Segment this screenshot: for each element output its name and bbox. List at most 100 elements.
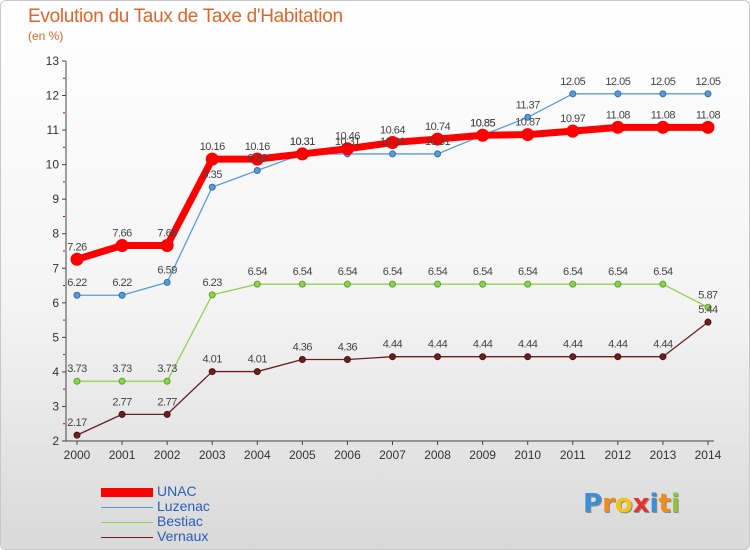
value-label-unac: 10.85 <box>470 117 495 129</box>
legend-swatch <box>101 522 153 523</box>
value-label-unac: 7.66 <box>112 227 132 239</box>
legend-label: Bestiac <box>157 513 203 529</box>
value-label-luzenac: 10.31 <box>380 136 405 148</box>
x-tick-label: 2008 <box>424 448 451 462</box>
value-label-vernaux: 4.44 <box>473 339 493 351</box>
data-point-vernaux <box>614 353 622 361</box>
data-point-luzenac <box>704 90 712 98</box>
data-point-vernaux <box>704 318 712 326</box>
data-point-bestiac <box>73 377 81 385</box>
value-label-luzenac: 10.31 <box>335 136 360 148</box>
y-tick-label: 8 <box>52 227 59 241</box>
legend-label: Vernaux <box>157 528 209 544</box>
data-point-unac <box>521 128 535 142</box>
y-tick-label: 2 <box>52 434 59 448</box>
value-label-vernaux: 4.01 <box>248 354 268 366</box>
value-label-unac: 7.26 <box>67 241 87 253</box>
data-point-unac <box>431 132 445 146</box>
value-label-bestiac: 6.54 <box>428 266 448 278</box>
data-point-luzenac <box>614 90 622 98</box>
x-tick-label: 2013 <box>650 448 677 462</box>
value-label-bestiac: 6.54 <box>653 266 673 278</box>
logo-letter: r <box>602 489 615 519</box>
value-label-luzenac: 12.05 <box>605 76 630 88</box>
value-label-bestiac: 6.54 <box>248 266 268 278</box>
axes: 2 3 4 5 6 7 8 9 10 11 12 13 2000 2001 2002 2003 2004 2005… <box>46 54 722 462</box>
value-label-unac: 10.16 <box>200 141 225 153</box>
data-point-bestiac <box>298 280 306 288</box>
value-label-unac: 11.08 <box>651 109 676 121</box>
value-label-bestiac: 6.54 <box>563 266 583 278</box>
data-point-bestiac <box>614 280 622 288</box>
y-tick-label: 10 <box>46 158 60 172</box>
logo-letter: i <box>649 489 659 519</box>
data-point-unac <box>385 136 399 150</box>
value-label-unac: 10.87 <box>515 117 540 129</box>
value-label-bestiac: 6.54 <box>293 266 313 278</box>
value-label-unac: 10.64 <box>380 125 405 137</box>
x-tick-label: 2014 <box>695 448 722 462</box>
value-label-unac: 7.66 <box>157 227 177 239</box>
value-label-luzenac: 12.05 <box>560 76 585 88</box>
data-points <box>70 90 715 439</box>
data-point-bestiac <box>569 280 577 288</box>
data-point-luzenac <box>659 90 667 98</box>
value-label-vernaux: 4.44 <box>653 339 673 351</box>
value-label-vernaux: 4.36 <box>293 341 313 353</box>
value-label-luzenac: 6.59 <box>157 264 177 276</box>
value-label-bestiac: 3.73 <box>157 363 177 375</box>
value-label-bestiac: 6.54 <box>608 266 628 278</box>
x-tick-label: 2007 <box>379 448 406 462</box>
value-label-luzenac: 6.22 <box>112 277 132 289</box>
data-point-bestiac <box>659 280 667 288</box>
y-tick-label: 4 <box>52 365 59 379</box>
value-label-vernaux: 2.77 <box>157 396 177 408</box>
value-label-vernaux: 4.44 <box>518 339 538 351</box>
data-point-unac <box>205 152 219 166</box>
value-label-vernaux: 5.44 <box>698 304 718 316</box>
value-label-luzenac: 9.83 <box>248 153 268 165</box>
data-point-luzenac <box>253 167 261 175</box>
value-label-luzenac: 12.05 <box>650 76 675 88</box>
data-point-vernaux <box>343 355 351 363</box>
data-point-unac <box>295 147 309 161</box>
data-point-luzenac <box>388 150 396 158</box>
legend-label: Luzenac <box>157 498 210 514</box>
y-tick-label: 12 <box>46 89 60 103</box>
value-label-vernaux: 4.44 <box>428 339 448 351</box>
y-tick-label: 3 <box>52 399 59 413</box>
x-tick-label: 2000 <box>64 448 91 462</box>
x-tick-label: 2002 <box>154 448 181 462</box>
data-point-bestiac <box>343 280 351 288</box>
value-label-luzenac: 10.31 <box>290 136 315 148</box>
value-label-bestiac: 6.54 <box>473 266 493 278</box>
chart-subtitle: (en %) <box>28 29 64 43</box>
x-tick-label: 2009 <box>469 448 496 462</box>
data-point-luzenac <box>524 113 532 121</box>
x-tick-label: 2011 <box>560 448 586 462</box>
value-label-bestiac: 6.54 <box>383 266 403 278</box>
value-label-unac: 10.74 <box>425 121 450 133</box>
data-point-unac <box>160 238 174 252</box>
data-point-unac <box>340 142 354 156</box>
value-label-vernaux: 2.77 <box>112 396 132 408</box>
data-point-bestiac <box>704 303 712 311</box>
data-point-luzenac <box>208 183 216 191</box>
data-point-vernaux <box>163 410 171 418</box>
value-label-luzenac: 11.37 <box>516 99 541 111</box>
value-label-luzenac: 9.35 <box>202 169 222 181</box>
x-tick-label: 2010 <box>514 448 541 462</box>
y-tick-label: 5 <box>52 330 59 344</box>
value-label-vernaux: 4.44 <box>383 339 403 351</box>
logo-letter: P <box>583 489 603 519</box>
logo-letter: i <box>670 489 680 519</box>
logo-letter: x <box>632 489 650 519</box>
y-tick-label: 11 <box>47 123 60 137</box>
y-tick-label: 7 <box>52 261 59 275</box>
data-point-bestiac <box>388 280 396 288</box>
value-label-vernaux: 4.44 <box>608 339 628 351</box>
y-tick-label: 13 <box>46 54 60 68</box>
